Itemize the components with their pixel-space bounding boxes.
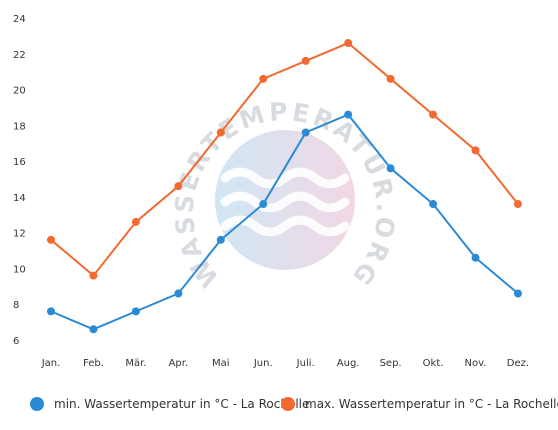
x-tick-label: Feb. bbox=[83, 358, 104, 369]
data-point bbox=[513, 289, 522, 298]
y-tick-label: 14 bbox=[13, 193, 26, 204]
data-point bbox=[471, 253, 480, 262]
x-tick-label: Mai bbox=[212, 358, 230, 369]
data-point bbox=[429, 200, 438, 209]
data-point bbox=[131, 307, 140, 316]
data-point bbox=[386, 74, 395, 83]
watermark-logo: WASSERTEMPERATUR.ORG bbox=[170, 97, 398, 293]
legend-marker bbox=[281, 397, 295, 411]
data-point bbox=[47, 307, 55, 316]
y-axis-ticks: 6 8 10 12 14 16 18 20 22 24 bbox=[13, 14, 26, 347]
x-tick-label: Sep. bbox=[380, 358, 402, 369]
x-tick-label: Okt. bbox=[423, 358, 444, 369]
x-tick-label: Mär. bbox=[125, 358, 146, 369]
series-min bbox=[47, 110, 522, 334]
data-point bbox=[89, 271, 98, 280]
legend-marker bbox=[30, 397, 44, 411]
series-line bbox=[50, 113, 519, 331]
x-tick-label: Nov. bbox=[465, 358, 487, 369]
watermark-wave bbox=[220, 215, 350, 237]
data-point bbox=[344, 39, 353, 48]
data-point bbox=[513, 200, 522, 209]
y-tick-label: 16 bbox=[13, 157, 26, 168]
y-tick-label: 24 bbox=[13, 14, 26, 25]
legend: min. Wassertemperatur in °C - La Rochell… bbox=[30, 397, 558, 411]
watermark-wave bbox=[220, 167, 350, 189]
x-tick-label: Juli. bbox=[296, 358, 315, 369]
data-point bbox=[174, 289, 183, 298]
x-axis-ticks: Jan. Feb. Mär. Apr. Mai Jun. Juli. Aug. Sep. Okt.… bbox=[41, 358, 529, 369]
y-tick-label: 22 bbox=[13, 50, 26, 61]
data-point bbox=[471, 146, 480, 155]
legend-item: min. Wassertemperatur in °C - La Rochell… bbox=[30, 397, 309, 411]
x-tick-label: Aug. bbox=[337, 358, 360, 369]
y-tick-label: 12 bbox=[13, 229, 26, 240]
data-point bbox=[301, 56, 310, 65]
watermark-wave bbox=[220, 191, 350, 213]
y-tick-label: 8 bbox=[13, 300, 19, 311]
data-point bbox=[174, 182, 183, 191]
x-tick-label: Jan. bbox=[41, 358, 61, 369]
data-point bbox=[47, 235, 55, 244]
legend-item: max. Wassertemperatur in °C - La Rochell… bbox=[281, 397, 558, 411]
data-point bbox=[386, 164, 395, 173]
x-tick-label: Apr. bbox=[169, 358, 189, 369]
data-point bbox=[89, 325, 98, 334]
y-tick-label: 20 bbox=[13, 86, 26, 97]
data-point bbox=[344, 110, 353, 119]
legend-label: max. Wassertemperatur in °C - La Rochell… bbox=[305, 397, 558, 411]
data-point bbox=[216, 128, 225, 137]
data-point bbox=[259, 200, 268, 209]
y-tick-label: 6 bbox=[13, 336, 19, 347]
data-point bbox=[429, 110, 438, 119]
x-tick-label: Jun. bbox=[253, 358, 273, 369]
data-point bbox=[216, 235, 225, 244]
x-tick-label: Dez. bbox=[507, 358, 529, 369]
legend-label: min. Wassertemperatur in °C - La Rochell… bbox=[54, 397, 309, 411]
y-tick-label: 18 bbox=[13, 121, 26, 132]
data-point bbox=[259, 74, 268, 83]
y-tick-label: 10 bbox=[13, 264, 26, 275]
series-line bbox=[50, 41, 519, 278]
data-point bbox=[131, 217, 140, 226]
series-layer bbox=[47, 39, 522, 334]
data-point bbox=[301, 128, 310, 137]
series-max bbox=[47, 39, 522, 280]
